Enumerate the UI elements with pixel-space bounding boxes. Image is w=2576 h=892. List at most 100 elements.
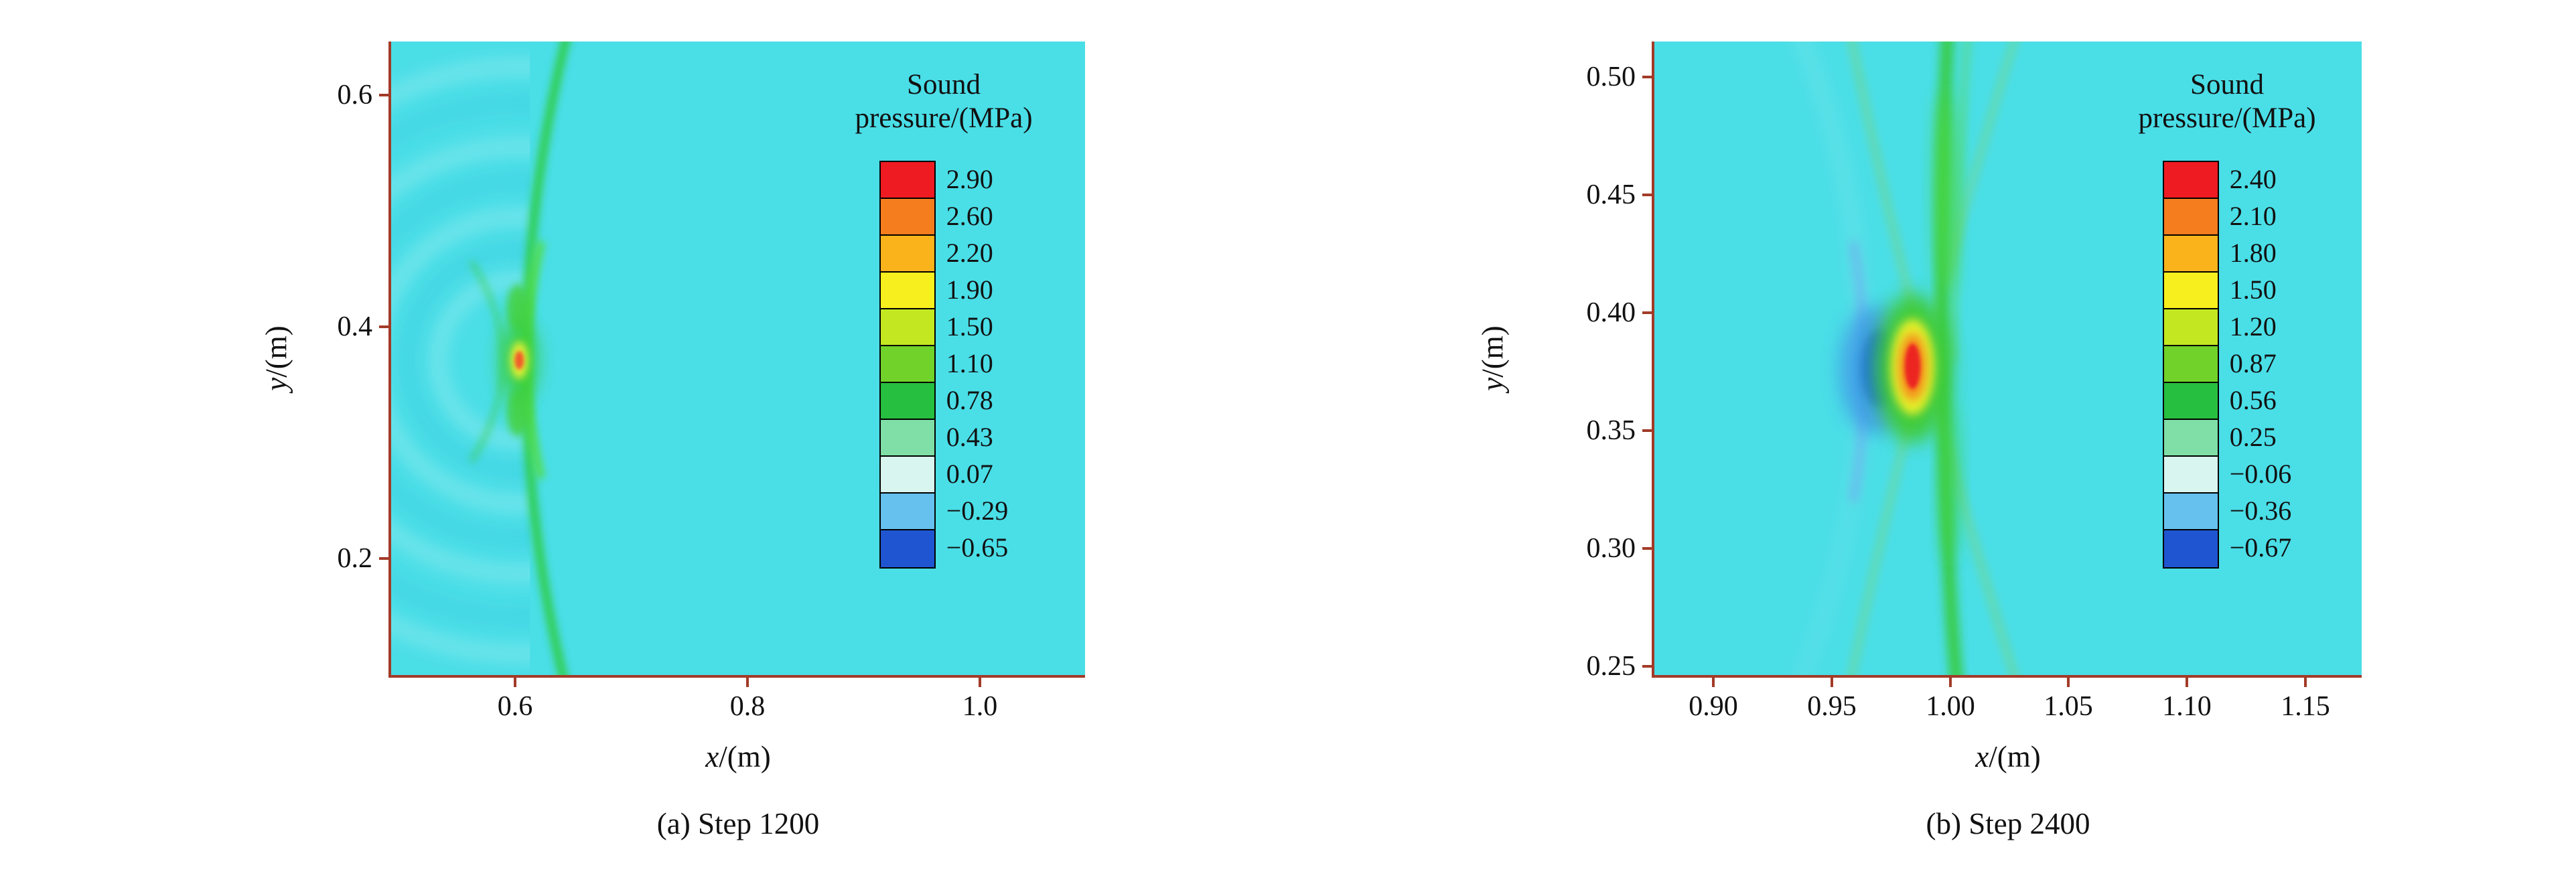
colorbar-tick-label: 2.40 — [2229, 163, 2277, 194]
colorbar-tick-label: 2.60 — [946, 200, 993, 231]
colorbar-block — [2163, 161, 2218, 199]
x-tick-label: 1.10 — [2162, 691, 2212, 722]
colorbar-block — [2163, 382, 2218, 420]
y-axis-title: y/(m) — [259, 325, 295, 390]
colorbar-tick-label: 0.43 — [946, 421, 993, 452]
y-tick-mark — [379, 94, 391, 96]
colorbar-body: 2.40 2.10 1.80 1.50 1.20 0.87 0.56 0.25 … — [2162, 160, 2292, 569]
colorbar-block — [880, 382, 934, 420]
colorbar-title: Sound pressure/(MPa) — [855, 68, 1032, 135]
colorbar-tick-label: 0.07 — [946, 458, 993, 489]
x-tick-label: 0.90 — [1689, 691, 1738, 722]
colorbar-block — [2163, 198, 2218, 236]
colorbar-block — [880, 272, 934, 309]
y-axis-variable: y — [259, 377, 293, 391]
colorbar-tick-label: 2.10 — [2229, 200, 2277, 231]
colorbar: Sound pressure/(MPa) — [833, 68, 1054, 569]
y-tick-label: 0.25 — [1586, 651, 1636, 682]
colorbar-title-line1: Sound — [907, 69, 981, 100]
y-tick-label: 0.45 — [1586, 179, 1636, 210]
x-tick-mark — [746, 675, 749, 687]
y-tick-mark — [1642, 665, 1654, 668]
x-axis-variable: x — [705, 740, 719, 773]
x-tick-label: 1.05 — [2044, 691, 2093, 722]
y-axis-unit: /(m) — [259, 325, 293, 378]
x-tick-mark — [2186, 675, 2188, 687]
colorbar-block — [2163, 456, 2218, 494]
colorbar-title-line1: Sound — [2190, 69, 2264, 100]
x-tick-label: 0.6 — [497, 691, 533, 722]
x-tick-label: 0.8 — [729, 691, 766, 722]
colorbar-tick-label: −0.67 — [2229, 532, 2292, 563]
colorbar-block — [2163, 235, 2218, 273]
y-tick-label: 0.40 — [1586, 297, 1636, 328]
plot-area-step-2400: Sound pressure/(MPa) — [1476, 42, 2362, 840]
x-axis-unit: /(m) — [1989, 740, 2041, 773]
colorbar-labels: 2.90 2.60 2.20 1.90 1.50 1.10 0.78 0.43 … — [946, 161, 1009, 566]
y-tick-label: 0.4 — [337, 311, 373, 342]
colorbar-tick-label: 0.25 — [2229, 421, 2277, 452]
field-background — [1654, 42, 2362, 675]
colorbar-block — [880, 198, 934, 236]
colorbar-block — [880, 161, 934, 199]
y-tick-mark — [379, 557, 391, 560]
y-tick-label: 0.50 — [1586, 62, 1636, 92]
panel-caption: (b) Step 2400 — [1926, 807, 2090, 840]
colorbar-block — [2163, 309, 2218, 346]
plot-area-step-1200: Sound pressure/(MPa) — [260, 42, 1085, 840]
colorbar-tick-label: 1.20 — [2229, 311, 2277, 342]
colorbar-block — [2163, 272, 2218, 309]
x-axis-unit: /(m) — [719, 740, 771, 773]
focal-red-peak — [514, 351, 524, 370]
sound-pressure-field-step-2400 — [1654, 42, 2362, 675]
x-tick-mark — [2304, 675, 2307, 687]
colorbar-block — [880, 493, 934, 530]
x-tick-mark — [979, 675, 981, 687]
colorbar-block — [880, 346, 934, 383]
x-tick-mark — [1949, 675, 1952, 687]
colorbar-scale — [879, 160, 936, 569]
sound-pressure-field-step-1200 — [391, 42, 1085, 675]
colorbar-tick-label: −0.29 — [946, 495, 1009, 526]
colorbar-block — [880, 530, 934, 567]
colorbar: Sound pressure/(MPa) — [2117, 68, 2338, 569]
field-pattern — [1800, 42, 2018, 675]
colorbar-tick-label: 1.50 — [2229, 274, 2277, 305]
y-axis-unit: /(m) — [1476, 325, 1510, 378]
y-tick-label: 0.35 — [1586, 415, 1636, 446]
colorbar-tick-label: 2.90 — [946, 163, 993, 194]
colorbar-scale — [2162, 160, 2219, 569]
colorbar-title-line2: pressure/(MPa) — [2138, 102, 2316, 134]
pale-arc-wavefronts — [391, 64, 530, 657]
y-tick-mark — [379, 325, 391, 328]
colorbar-tick-label: 1.50 — [946, 311, 993, 342]
y-tick-mark — [1642, 194, 1654, 196]
x-tick-label: 1.0 — [962, 691, 998, 722]
colorbar-tick-label: −0.36 — [2229, 495, 2292, 526]
x-tick-label: 0.95 — [1807, 691, 1857, 722]
y-tick-mark — [1642, 429, 1654, 432]
colorbar-tick-label: 0.78 — [946, 384, 993, 415]
colorbar-title-line2: pressure/(MPa) — [855, 102, 1033, 134]
colorbar-tick-label: 1.90 — [946, 274, 993, 305]
colorbar-block — [880, 235, 934, 273]
x-tick-label: 1.00 — [1926, 691, 1975, 722]
colorbar-tick-label: 2.20 — [946, 237, 993, 268]
x-tick-mark — [1712, 675, 1715, 687]
y-tick-mark — [1642, 76, 1654, 78]
x-tick-mark — [1831, 675, 1833, 687]
x-axis-variable: x — [1975, 740, 1989, 773]
colorbar-tick-label: 1.80 — [2229, 237, 2277, 268]
colorbar-block — [2163, 493, 2218, 530]
colorbar-tick-label: 0.87 — [2229, 348, 2277, 378]
y-tick-label: 0.30 — [1586, 533, 1636, 564]
colorbar-tick-label: −0.06 — [2229, 458, 2292, 489]
y-axis-title: y/(m) — [1475, 325, 1511, 390]
colorbar-tick-label: 1.10 — [946, 348, 993, 378]
y-tick-mark — [1642, 547, 1654, 550]
colorbar-tick-label: −0.65 — [946, 532, 1009, 563]
colorbar-title: Sound pressure/(MPa) — [2138, 68, 2315, 135]
x-tick-label: 1.15 — [2281, 691, 2330, 722]
colorbar-block — [2163, 530, 2218, 567]
